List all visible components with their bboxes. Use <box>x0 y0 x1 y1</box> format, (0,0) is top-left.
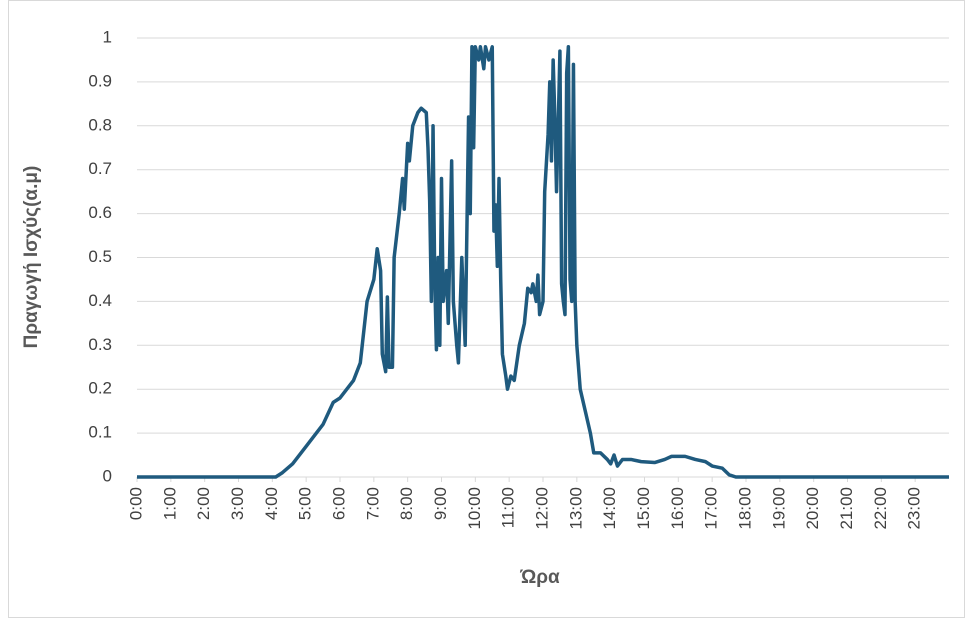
x-tick-label: 0:00 <box>126 487 145 520</box>
x-tick-label: 5:00 <box>296 487 315 520</box>
y-tick-label: 0 <box>103 466 112 485</box>
y-tick-label: 0.8 <box>88 115 112 134</box>
x-tick-label: 3:00 <box>228 487 247 520</box>
x-tick-label: 1:00 <box>160 487 179 520</box>
x-tick-label: 16:00 <box>668 487 687 530</box>
x-tick-label: 12:00 <box>532 487 551 530</box>
y-tick-label: 1 <box>103 27 112 46</box>
x-tick-label: 13:00 <box>566 487 585 530</box>
y-tick-label: 0.9 <box>88 71 112 90</box>
x-tick-label: 10:00 <box>465 487 484 530</box>
line-series <box>137 45 949 479</box>
x-tick-label: 18:00 <box>735 487 754 530</box>
x-tick-label: 20:00 <box>803 487 822 530</box>
x-tick-label: 22:00 <box>871 487 890 530</box>
y-tick-label: 0.2 <box>88 379 112 398</box>
x-tick-label: 14:00 <box>600 487 619 530</box>
x-tick-label: 15:00 <box>634 487 653 530</box>
y-axis-label: Πραγωγή Ισχύς(α.μ) <box>21 166 42 349</box>
x-tick-label: 9:00 <box>431 487 450 520</box>
y-tick-label: 0.6 <box>88 203 112 222</box>
y-tick-label: 0.5 <box>88 247 112 266</box>
y-tick-label: 0.7 <box>88 159 112 178</box>
y-tick-label: 0.1 <box>88 423 112 442</box>
x-axis-label: Ώρα <box>519 567 560 588</box>
chart-frame <box>8 0 965 618</box>
x-tick-label: 21:00 <box>837 487 856 530</box>
x-tick-label: 4:00 <box>262 487 281 520</box>
x-tick-label: 6:00 <box>329 487 348 520</box>
x-tick-label: 23:00 <box>905 487 924 530</box>
x-tick-label: 19:00 <box>769 487 788 530</box>
y-tick-label: 0.4 <box>88 291 112 310</box>
x-tick-label: 17:00 <box>702 487 721 530</box>
x-tick-label: 2:00 <box>194 487 213 520</box>
x-tick-label: 7:00 <box>363 487 382 520</box>
x-tick-label: 11:00 <box>499 487 518 528</box>
x-tick-label: 8:00 <box>397 487 416 520</box>
y-tick-label: 0.3 <box>88 335 112 354</box>
